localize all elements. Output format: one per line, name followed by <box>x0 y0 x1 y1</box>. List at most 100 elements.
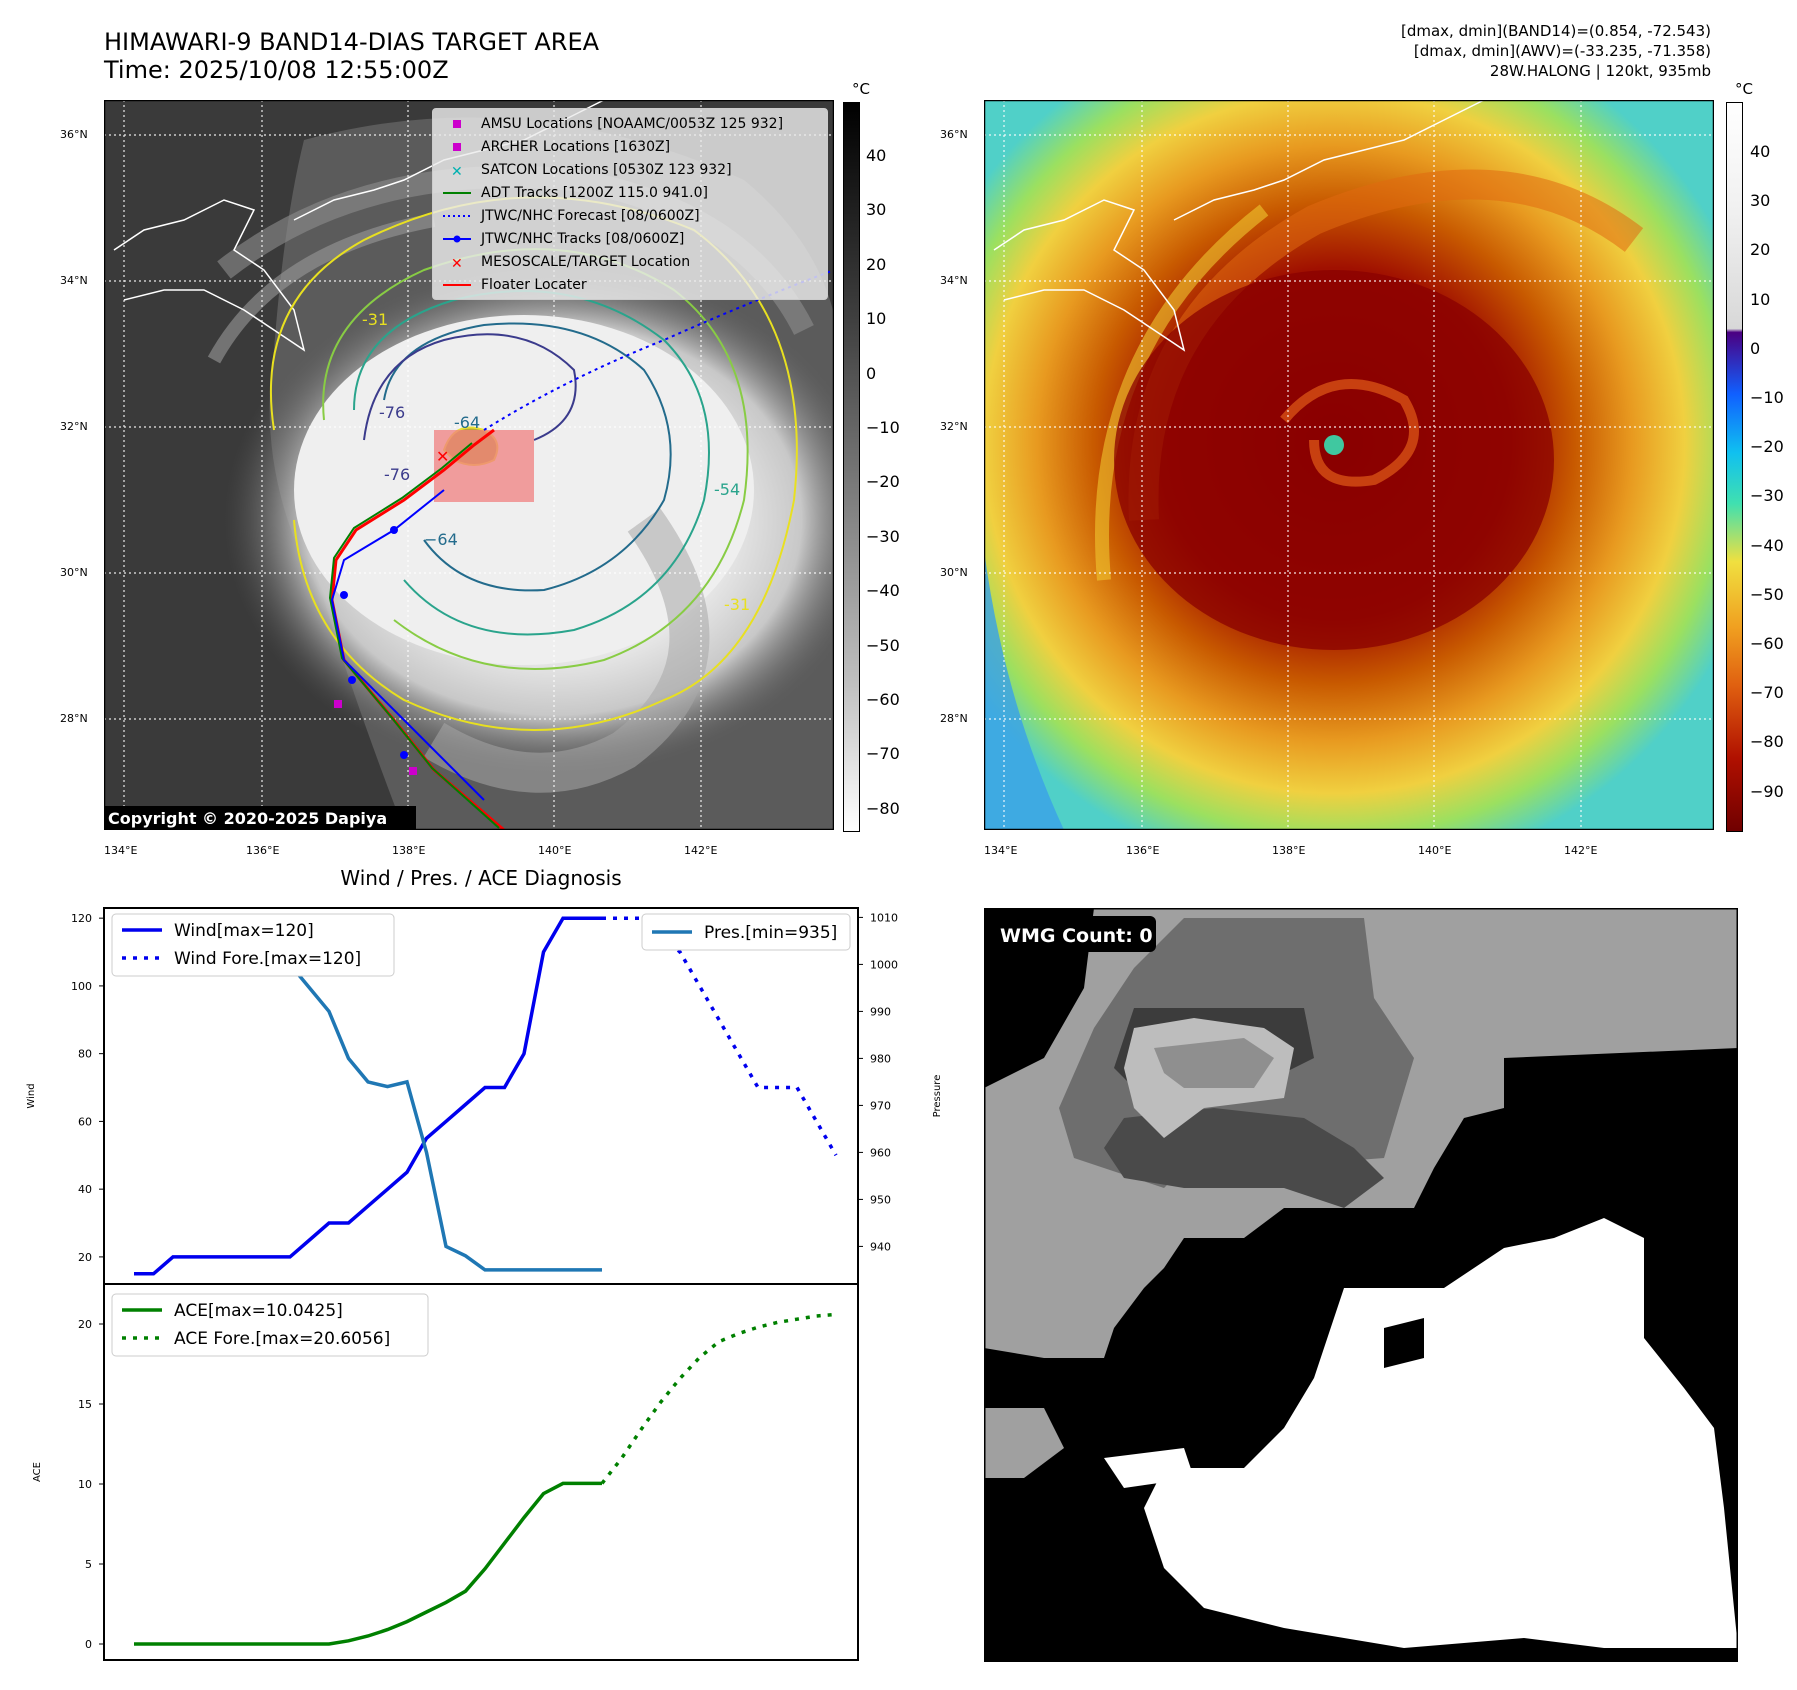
colorbar-tick: −70 <box>1750 683 1784 703</box>
pres-tick-label: 960 <box>870 1146 891 1159</box>
lon-label: 134°E <box>984 844 1018 857</box>
colorbar-tick: −30 <box>866 526 900 546</box>
pressure-series <box>133 925 602 1272</box>
svg-text:✕: ✕ <box>451 256 463 272</box>
wind-forecast-series <box>602 916 838 1157</box>
map-legend-item: ✕ SATCON Locations [0530Z 123 932] <box>441 159 821 181</box>
map-legend-swatch: ✕ <box>451 164 463 180</box>
colorbar-tick: −40 <box>1750 535 1784 555</box>
map-legend-label: JTWC/NHC Tracks [08/0600Z] <box>481 231 685 247</box>
contour-label: −64 <box>424 530 458 549</box>
lon-label: 136°E <box>246 844 280 857</box>
lon-label: 140°E <box>1418 844 1452 857</box>
info-storm: 28W.HALONG | 120kt, 935mb <box>1489 62 1711 80</box>
ace-axes-frame <box>103 1283 859 1661</box>
contour-label: -64 <box>454 413 480 432</box>
legend-ace: ACE[max=10.0425] <box>174 1301 343 1321</box>
colorbar-tick: 20 <box>1750 240 1771 260</box>
lon-label: 134°E <box>104 844 138 857</box>
map-legend-label: Floater Locater <box>481 277 587 293</box>
ace-tick-label: 10 <box>78 1478 92 1491</box>
wmg-panel: WMG Count: 0 <box>983 907 1739 1663</box>
jtwc-forecast <box>483 269 835 431</box>
pres-tick-label: 1000 <box>870 958 898 971</box>
contour-label: -54 <box>714 480 740 499</box>
map-legend-label: AMSU Locations [NOAAMC/0053Z 125 932] <box>481 116 784 132</box>
lat-label: 36°N <box>940 128 968 141</box>
colorbar-right <box>1726 102 1743 832</box>
wind-tick-label: 80 <box>78 1048 92 1061</box>
colorbar-tick: −80 <box>1750 732 1784 752</box>
pres-tick-label: 940 <box>870 1240 891 1253</box>
wind-axis-label: Wind <box>26 1083 37 1108</box>
contour-label: -31 <box>362 310 388 329</box>
colorbar-tick: 30 <box>1750 191 1771 211</box>
chart-title: HIMAWARI-9 BAND14-DIAS TARGET AREA <box>104 28 600 56</box>
info-band14: [dmax, dmin](BAND14)=(0.854, -72.543) <box>1400 22 1711 40</box>
map-legend-swatch: ✕ <box>451 256 463 272</box>
map-legend-swatch <box>453 120 461 128</box>
colorbar-tick: 20 <box>866 254 887 274</box>
pres-tick-label: 950 <box>870 1193 891 1206</box>
colorbar-tick: 10 <box>866 309 887 329</box>
colorbar-tick: 40 <box>1750 142 1771 161</box>
legend-wind-fore: Wind Fore.[max=120] <box>174 949 361 969</box>
colorbar-tick: −60 <box>866 690 900 709</box>
wind-tick-label: 100 <box>71 980 92 993</box>
map-legend-swatch <box>453 143 461 151</box>
lon-label: 140°E <box>538 844 572 857</box>
map-legend-item: AMSU Locations [NOAAMC/0053Z 125 932] <box>441 113 821 135</box>
lon-label: 138°E <box>392 844 426 857</box>
colorbar-tick: −80 <box>866 798 900 818</box>
colorbar-tick: −40 <box>866 581 900 601</box>
diagnosis-chart: 1201008060402010101000990980970960950940… <box>26 907 943 1661</box>
colorbar-tick: −60 <box>1750 634 1784 653</box>
colorbar-tick: 30 <box>866 200 887 220</box>
lat-label: 32°N <box>940 420 968 433</box>
map-legend-item: JTWC/NHC Tracks [08/0600Z] <box>441 228 821 250</box>
chart-time: Time: 2025/10/08 12:55:00Z <box>104 56 449 84</box>
ace-legend <box>111 1293 429 1357</box>
awv-map-panel <box>983 99 1715 831</box>
wind-tick-label: 40 <box>78 1183 92 1196</box>
colorbar-tick: −50 <box>1750 584 1784 604</box>
lat-label: 30°N <box>940 566 968 579</box>
ace-tick-label: 0 <box>85 1638 92 1651</box>
lat-label: 30°N <box>60 566 88 579</box>
map-legend-swatch <box>443 215 471 217</box>
wmg-image: WMG Count: 0 <box>983 907 1739 1663</box>
ace-axis-label: ACE <box>32 1462 43 1482</box>
ace-tick-label: 15 <box>78 1398 92 1411</box>
map-legend-label: MESOSCALE/TARGET Location <box>481 254 691 270</box>
awv-map <box>983 99 1715 831</box>
colorbar-tick: −10 <box>1750 388 1784 407</box>
colorbar-tick: 10 <box>1750 289 1771 309</box>
wind-legend <box>111 913 395 977</box>
lon-label: 136°E <box>1126 844 1160 857</box>
svg-text:✕: ✕ <box>451 164 463 180</box>
info-awv: [dmax, dmin](AWV)=(-33.235, -71.358) <box>1413 42 1711 60</box>
pres-legend <box>641 913 851 951</box>
map-legend-label: JTWC/NHC Forecast [08/0600Z] <box>481 208 700 224</box>
lon-label: 138°E <box>1272 844 1306 857</box>
lon-label: 142°E <box>684 844 718 857</box>
copyright: Copyright © 2020-2025 Dapiya <box>108 809 387 828</box>
colorbar-tick: −50 <box>866 635 900 655</box>
colorbar-tick: 0 <box>1750 338 1761 358</box>
lat-label: 36°N <box>60 128 88 141</box>
map-legend-swatch <box>443 192 471 194</box>
map-legend-swatch <box>443 284 471 286</box>
colorbar-tick: 40 <box>866 146 887 165</box>
contour-label: -31 <box>724 595 750 614</box>
pres-tick-label: 1010 <box>870 911 898 924</box>
map-legend-item: ARCHER Locations [1630Z] <box>441 136 821 158</box>
contour-label: -76 <box>384 465 410 484</box>
wind-tick-label: 120 <box>71 912 92 925</box>
target-marker: ✕ <box>436 447 449 466</box>
lon-label: 142°E <box>1564 844 1598 857</box>
colorbar-left <box>843 102 860 832</box>
map-legend-item: ✕ MESOSCALE/TARGET Location <box>441 251 821 273</box>
map-legend-label: ARCHER Locations [1630Z] <box>481 139 671 155</box>
adt-track <box>328 442 500 829</box>
map-legend-item: Floater Locater <box>441 274 821 296</box>
